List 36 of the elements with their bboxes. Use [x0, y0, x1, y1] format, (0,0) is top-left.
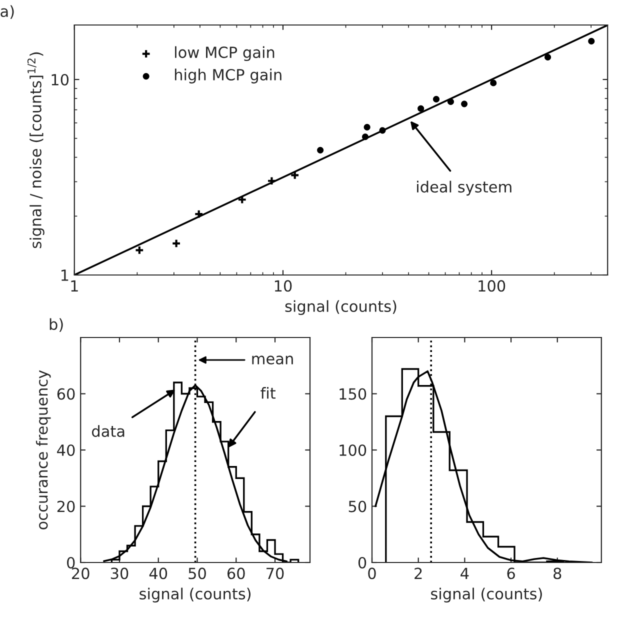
- y-axis-title: occurance frequency: [36, 370, 51, 530]
- legend-label: high MCP gain: [174, 68, 282, 84]
- x-tick-label: 6: [507, 568, 515, 580]
- annotation: fit: [260, 387, 276, 399]
- x-tick-label: 0: [368, 568, 376, 580]
- x-axis-title: signal (counts): [285, 300, 396, 315]
- x-tick-label: 8: [554, 568, 562, 580]
- annotation: data: [92, 425, 124, 437]
- x-tick-label: 2: [414, 568, 422, 579]
- y-tick-label: 150: [340, 388, 366, 400]
- x-tick-label: 50: [188, 568, 206, 580]
- chart-title: a): [0, 5, 14, 19]
- y-tick-label: 50: [348, 500, 366, 512]
- legend-label: low MCP gain: [175, 46, 274, 62]
- x-tick-label: 4: [460, 568, 469, 579]
- y-tick-label: 0: [67, 556, 75, 569]
- y-tick-label: 20: [57, 500, 75, 512]
- y-tick-label: 10: [52, 74, 69, 86]
- ref-line-label: mean: [252, 356, 293, 364]
- annotation: ideal system: [417, 180, 512, 196]
- x-tick-label: 20: [72, 568, 90, 580]
- x-tick-label: 10: [274, 280, 292, 292]
- y-tick-label: 1: [61, 270, 68, 281]
- y-axis-title: signal / noise ([counts]$^{1/2}$): [27, 52, 44, 248]
- y-tick-label: 100: [340, 444, 366, 456]
- x-tick-label: 60: [227, 568, 245, 580]
- x-tick-label: 30: [110, 568, 128, 580]
- x-axis-title: signal (counts): [431, 588, 542, 602]
- y-tick-label: 40: [57, 444, 75, 456]
- x-tick-label: 40: [149, 568, 168, 580]
- x-tick-label: 70: [266, 568, 284, 580]
- x-tick-label: 100: [478, 280, 506, 292]
- x-axis-title: signal (counts): [140, 588, 251, 602]
- chart-title: b): [50, 318, 63, 332]
- y-tick-label: 0: [358, 556, 366, 569]
- y-tick-label: 60: [57, 388, 75, 400]
